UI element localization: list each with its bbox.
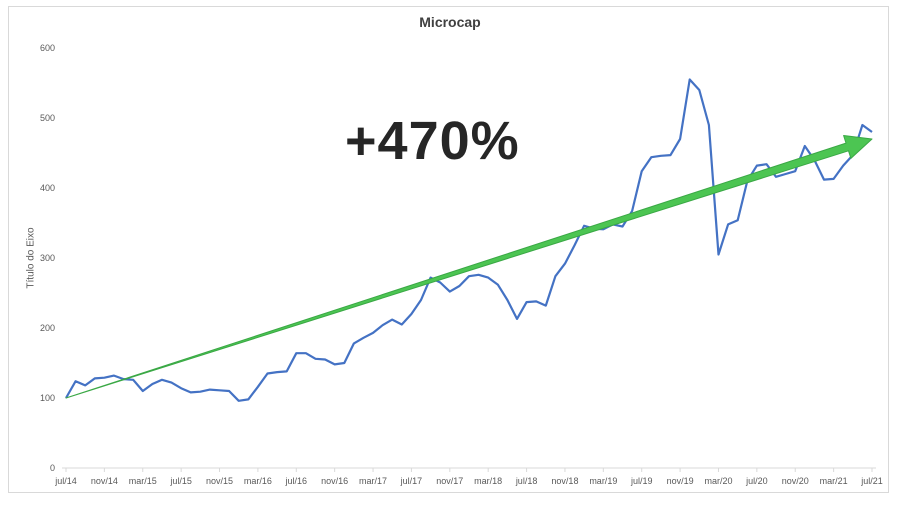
y-tick-label: 600: [40, 43, 55, 53]
x-tick-label: jul/15: [169, 476, 192, 486]
y-tick-label: 500: [40, 113, 55, 123]
series-line: [65, 78, 873, 402]
x-tick-label: jul/18: [515, 476, 538, 486]
x-tick-label: mar/17: [359, 476, 387, 486]
x-axis: jul/14 nov/14 mar/15 jul/15 nov/15 mar/16 jul/…: [54, 468, 883, 486]
x-tick-label: nov/20: [782, 476, 809, 486]
y-tick-label: 300: [40, 253, 55, 263]
x-tick-label: jul/19: [630, 476, 653, 486]
chart-frame: [8, 6, 889, 493]
x-tick-label: mar/15: [129, 476, 157, 486]
x-tick-label: jul/20: [745, 476, 768, 486]
x-tick-label: nov/18: [551, 476, 578, 486]
y-tick-label: 400: [40, 183, 55, 193]
series-group: [65, 78, 873, 402]
x-tick-label: nov/16: [321, 476, 348, 486]
x-tick-label: jul/21: [860, 476, 883, 486]
x-tick-label: mar/19: [589, 476, 617, 486]
y-axis: 0 100 200 300 400 500 600: [40, 43, 55, 473]
y-tick-label: 200: [40, 323, 55, 333]
x-tick-label: nov/19: [667, 476, 694, 486]
x-tick-label: nov/15: [206, 476, 233, 486]
x-tick-label: jul/17: [400, 476, 423, 486]
x-tick-label: mar/16: [244, 476, 272, 486]
x-tick-label: jul/14: [54, 476, 77, 486]
y-tick-label: 100: [40, 393, 55, 403]
x-tick-label: nov/14: [91, 476, 118, 486]
x-tick-label: mar/20: [704, 476, 732, 486]
trend-arrow: [65, 135, 873, 399]
growth-annotation: +470%: [345, 111, 520, 171]
x-tick-label: mar/21: [820, 476, 848, 486]
x-tick-label: nov/17: [436, 476, 463, 486]
x-tick-label: jul/16: [285, 476, 308, 486]
x-tick-label: mar/18: [474, 476, 502, 486]
chart-title: Microcap: [419, 14, 481, 30]
trend-arrow-shape: [65, 135, 873, 399]
y-tick-label: 0: [50, 463, 55, 473]
